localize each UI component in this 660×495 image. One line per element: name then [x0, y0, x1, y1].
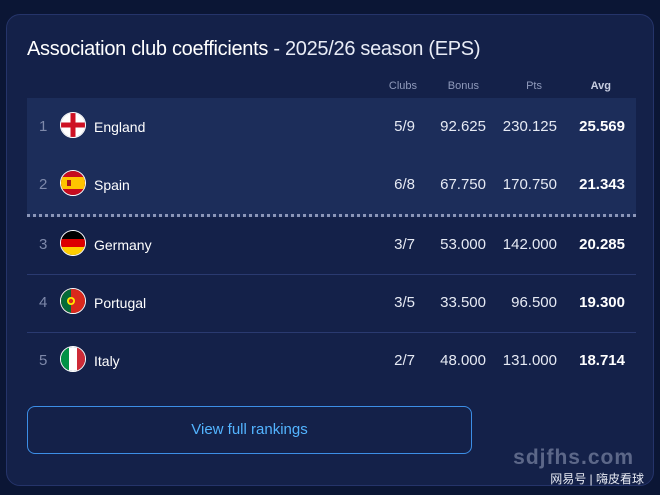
- pts-value: 96.500: [511, 294, 557, 311]
- england-flag-icon: [60, 112, 86, 138]
- bonus-value: 33.500: [440, 294, 486, 311]
- watermark-site: sdjfhs.com: [513, 446, 634, 469]
- table-row[interactable]: 5 Italy 2/7 48.000 131.000 18.714: [27, 332, 636, 390]
- pts-value: 131.000: [502, 352, 557, 369]
- rank: 5: [39, 352, 48, 369]
- title-main: Association club coefficients: [27, 38, 269, 60]
- column-header-avg: Avg: [590, 80, 611, 92]
- country-name: Spain: [94, 177, 130, 193]
- clubs-value: 6/8: [394, 176, 415, 193]
- page-title: Association club coefficients - 2025/26 …: [27, 38, 481, 61]
- italy-flag-icon: [60, 346, 86, 372]
- avg-value: 25.569: [579, 118, 625, 135]
- country-name: Germany: [94, 237, 152, 253]
- pts-value: 170.750: [502, 176, 557, 193]
- title-season: - 2025/26 season (EPS): [268, 38, 481, 60]
- country-name: Portugal: [94, 295, 147, 311]
- rank: 4: [39, 294, 48, 311]
- column-header-clubs: Clubs: [388, 80, 417, 92]
- rank: 3: [39, 236, 48, 253]
- column-header-pts: Pts: [526, 80, 542, 92]
- pts-value: 142.000: [502, 236, 557, 253]
- rank: 1: [39, 118, 48, 135]
- clubs-value: 3/5: [394, 294, 415, 311]
- avg-value: 18.714: [579, 352, 625, 369]
- bonus-value: 67.750: [440, 176, 486, 193]
- clubs-value: 2/7: [394, 352, 415, 369]
- country-name: England: [94, 119, 146, 135]
- avg-value: 21.343: [579, 176, 625, 193]
- clubs-value: 5/9: [394, 118, 415, 135]
- rank: 2: [39, 176, 48, 193]
- view-full-rankings-button[interactable]: View full rankings: [27, 406, 472, 454]
- bonus-value: 48.000: [440, 352, 486, 369]
- country-name: Italy: [94, 353, 120, 369]
- clubs-value: 3/7: [394, 236, 415, 253]
- avg-value: 19.300: [579, 294, 625, 311]
- portugal-flag-icon: [60, 288, 86, 314]
- spain-flag-icon: [60, 170, 86, 196]
- germany-flag-icon: [60, 230, 86, 256]
- column-header-bonus: Bonus: [447, 80, 479, 92]
- watermark-source: 网易号 | 嗨皮看球: [550, 472, 644, 486]
- table-row[interactable]: 3 Germany 3/7 53.000 142.000 20.285: [27, 216, 636, 275]
- table-row[interactable]: 2 Spain 6/8 67.750 170.750 21.343: [27, 156, 636, 217]
- table-row[interactable]: 4 Portugal 3/5 33.500 96.500 19.300: [27, 274, 636, 333]
- bonus-value: 53.000: [440, 236, 486, 253]
- bonus-value: 92.625: [440, 118, 486, 135]
- avg-value: 20.285: [579, 236, 625, 253]
- coefficients-card: Association club coefficients - 2025/26 …: [6, 14, 654, 486]
- pts-value: 230.125: [502, 118, 557, 135]
- table-row[interactable]: 1 England 5/9 92.625 230.125 25.569: [27, 98, 636, 157]
